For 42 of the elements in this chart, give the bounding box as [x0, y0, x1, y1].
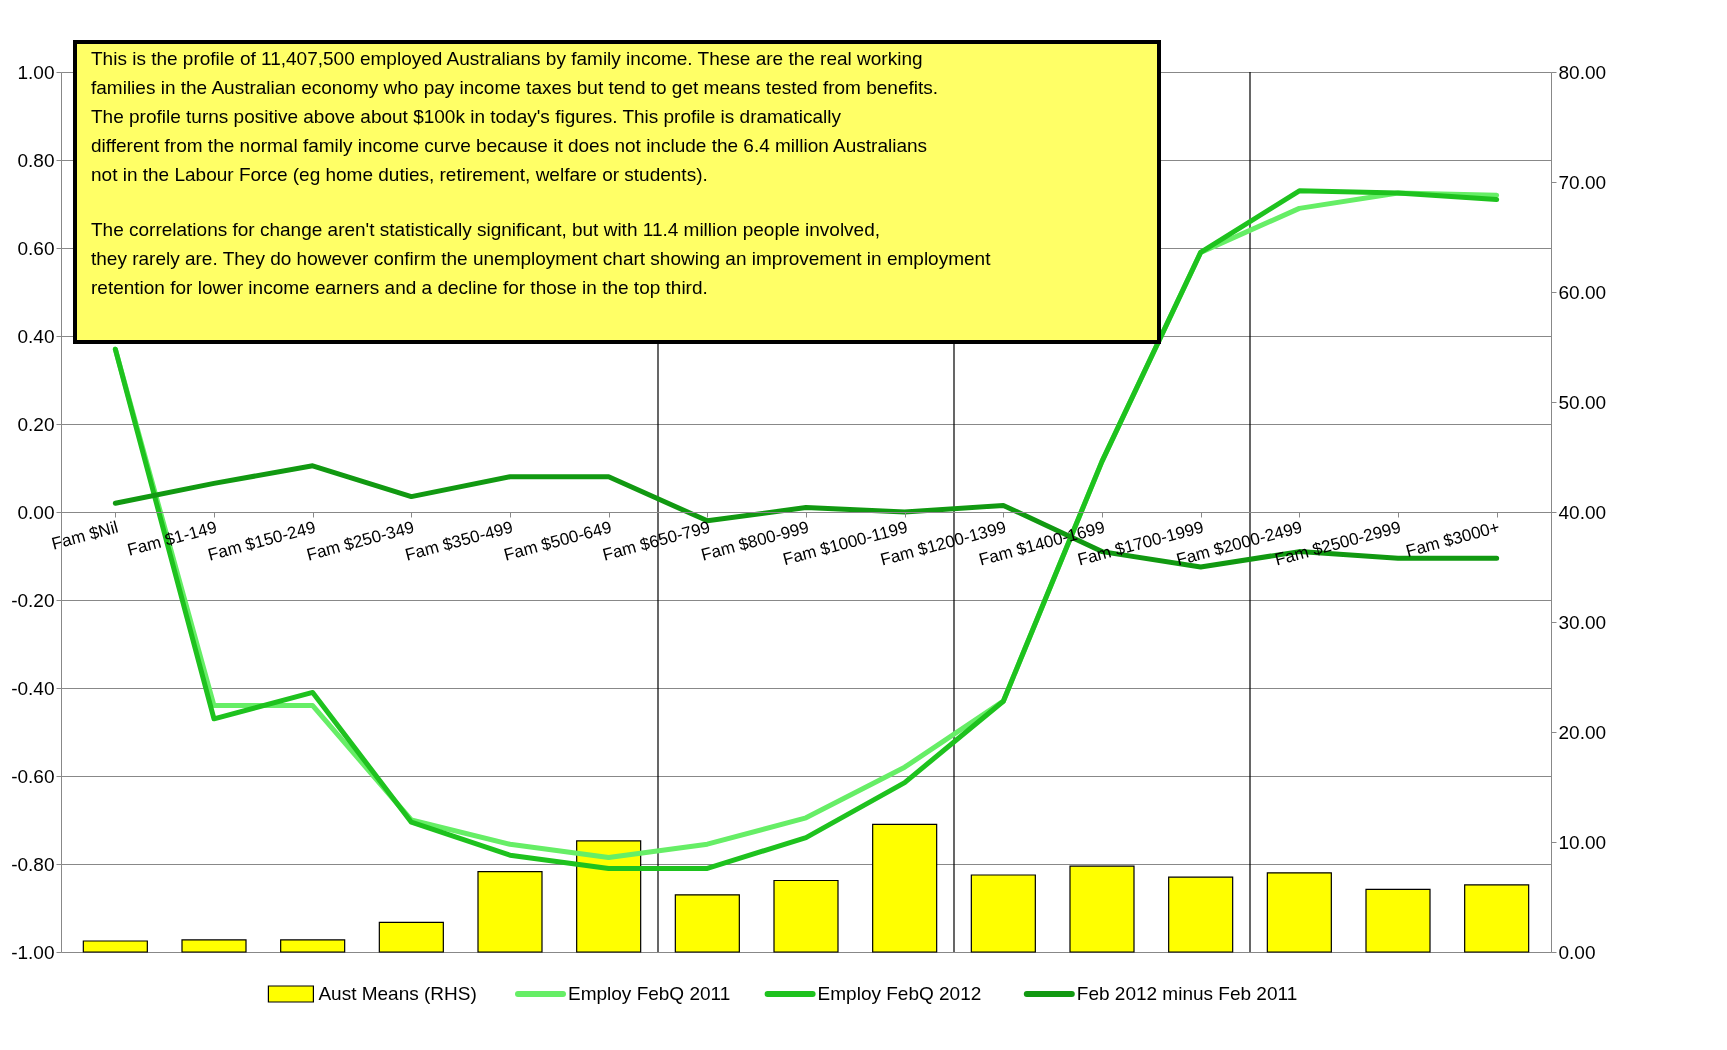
y-tick-label: -0.60 — [11, 765, 55, 787]
bar — [181, 939, 247, 953]
y2-tick-label: 60.00 — [1558, 281, 1607, 303]
legend-label: Employ FebQ 2012 — [817, 983, 982, 1004]
y2-tick-label: 40.00 — [1558, 501, 1607, 523]
bar — [1266, 872, 1332, 953]
legend-label: Feb 2012 minus Feb 2011 — [1076, 983, 1298, 1004]
y2-tick-label: 20.00 — [1558, 721, 1607, 743]
bar — [280, 939, 346, 953]
bar — [674, 894, 740, 953]
y-tick-label: 0.80 — [17, 149, 55, 171]
annotation: The correlations for change aren't statistically significant, but with 11.4 million people involved, they rarely are. They do however confirm the unemployment chart showing an improvement in employment retention for lower income earners and a decline for those in the top third. — [91, 219, 992, 298]
bar — [378, 921, 444, 953]
y-tick-label: 0.20 — [17, 413, 55, 435]
y2-tick-label: 10.00 — [1558, 831, 1607, 853]
bar — [773, 879, 839, 953]
legend-label: Aust Means (RHS) — [318, 983, 477, 1004]
bar — [477, 871, 543, 953]
legend-label: Employ FebQ 2011 — [568, 983, 731, 1004]
y-tick-label: -0.40 — [11, 677, 55, 699]
y2-tick-label: 50.00 — [1558, 391, 1607, 413]
bar — [576, 840, 642, 953]
y-tick-label: 0.00 — [17, 501, 55, 523]
y-tick-label: -0.20 — [11, 589, 55, 611]
bar — [1365, 888, 1431, 953]
bar — [1464, 884, 1530, 953]
y-tick-label: 0.40 — [17, 325, 55, 347]
bar — [82, 940, 148, 953]
y2-tick-label: 30.00 — [1558, 611, 1607, 633]
y-tick-label: 1.00 — [17, 61, 55, 83]
y2-tick-label: 70.00 — [1558, 171, 1607, 193]
y-tick-label: -1.00 — [11, 941, 55, 963]
bar — [1168, 876, 1234, 953]
bar — [1069, 865, 1135, 953]
y-tick-label: 0.60 — [17, 237, 55, 259]
y2-tick-label: 80.00 — [1558, 61, 1607, 83]
annotation: This is the profile of 11,407,500 employed Australians by family income. These are the real working families in the Australian economy who pay income taxes but tend to get means tested from benefits. The profile turns positive above about $100k in today's figures. This profile is dramatically different from the normal family income curve because it does not include the 6.4 million Australians not in the Labour Force (eg home duties, retirement, welfare or students). — [91, 48, 939, 185]
bar — [970, 874, 1036, 953]
y2-tick-label: 0.00 — [1558, 941, 1596, 963]
y-tick-label: -0.80 — [11, 853, 55, 875]
bar — [872, 823, 938, 953]
x-tick-label: Fam $3000+ — [1403, 517, 1502, 561]
